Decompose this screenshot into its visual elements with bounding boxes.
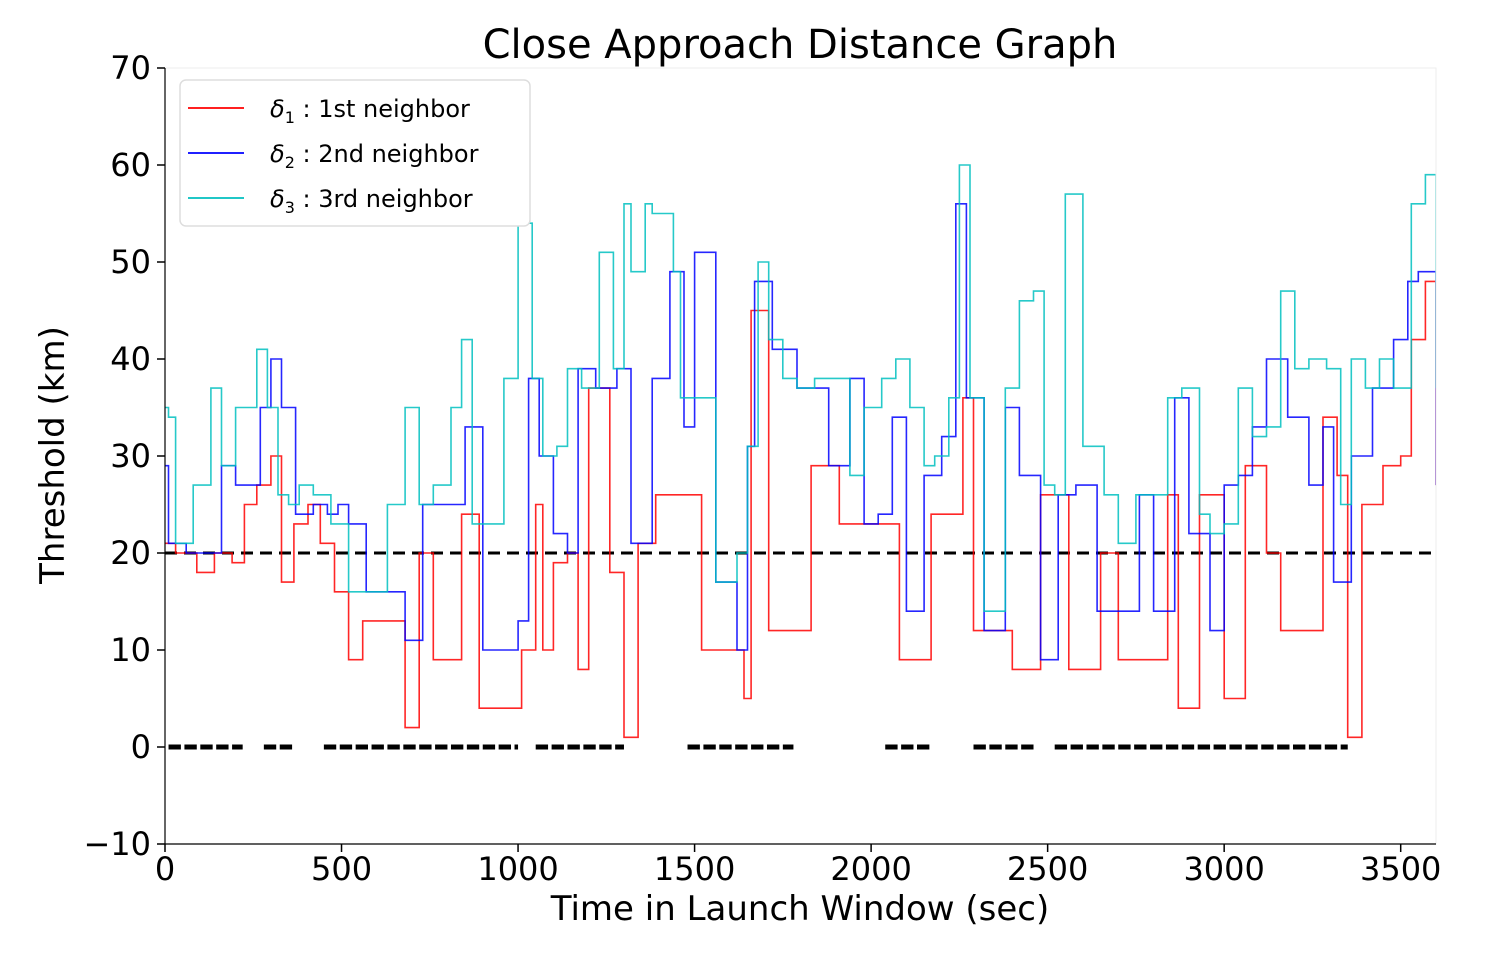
plot-area <box>165 164 1436 750</box>
legend-text: : 3rd neighbor <box>295 185 473 213</box>
legend-subscript: 2 <box>285 153 295 172</box>
x-tick-label: 2500 <box>1007 850 1088 888</box>
y-tick-label: 0 <box>131 728 151 766</box>
x-tick-label: 3000 <box>1183 850 1264 888</box>
legend-label-3: δ3 : 3rd neighbor <box>270 185 473 217</box>
y-tick-label: 70 <box>110 49 151 87</box>
legend-label-2: δ2 : 2nd neighbor <box>270 140 479 172</box>
legend-symbol: δ <box>270 95 285 123</box>
axes: 0 500 1000 1500 2000 2500 3000 3500−10010203040… <box>83 49 1441 888</box>
x-tick-label: 0 <box>155 850 175 888</box>
y-tick-label: 40 <box>110 340 151 378</box>
legend-symbol: δ <box>270 185 285 213</box>
legend-text: : 2nd neighbor <box>295 140 479 168</box>
x-axis-label: Time in Launch Window (sec) <box>550 889 1049 929</box>
chart-title: Close Approach Distance Graph <box>483 22 1118 68</box>
x-tick-label: 2000 <box>830 850 911 888</box>
x-tick-label: 3500 <box>1360 850 1441 888</box>
legend-subscript: 1 <box>285 108 295 127</box>
x-tick-label: 1000 <box>477 850 558 888</box>
legend-box <box>179 79 531 227</box>
y-tick-label: 50 <box>110 243 151 281</box>
y-axis-label: Threshold (km) <box>33 326 73 585</box>
legend-text: : 1st neighbor <box>295 95 470 123</box>
legend-symbol: δ <box>270 140 285 168</box>
y-tick-label: 20 <box>110 534 151 572</box>
y-tick-label: 10 <box>110 631 151 669</box>
series-line-3 <box>165 164 1436 612</box>
y-tick-label: −10 <box>83 825 151 863</box>
y-tick-label: 30 <box>110 437 151 475</box>
series-line-1 <box>165 280 1436 739</box>
legend-subscript: 3 <box>285 198 295 217</box>
x-tick-label: 500 <box>311 850 372 888</box>
legend-label-1: δ1 : 1st neighbor <box>270 95 470 127</box>
x-tick-label: 1500 <box>654 850 735 888</box>
y-tick-label: 60 <box>110 146 151 184</box>
